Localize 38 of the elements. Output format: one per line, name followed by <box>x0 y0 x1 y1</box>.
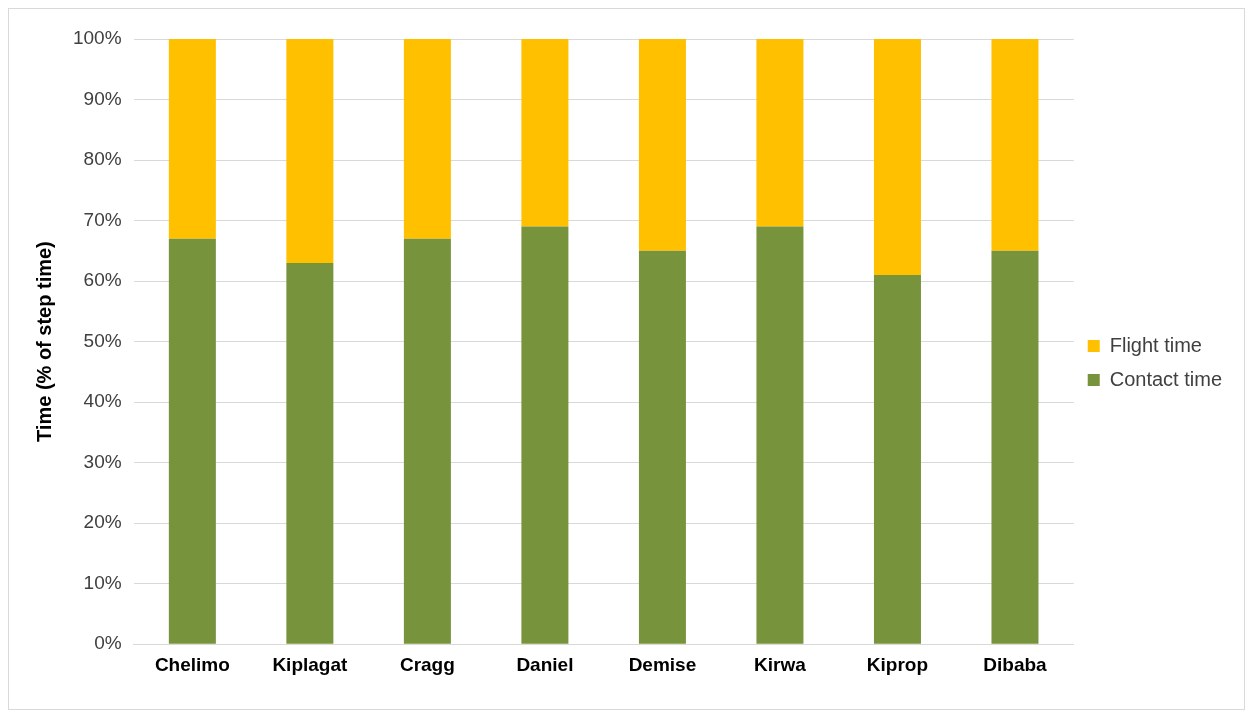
bar <box>638 250 686 644</box>
y-tick-label: 90% <box>83 87 122 109</box>
bar <box>873 39 921 276</box>
legend-label: Contact time <box>1109 367 1222 390</box>
y-tick-label: 0% <box>94 632 122 654</box>
x-tick-label: Daniel <box>516 653 574 675</box>
bar <box>638 39 686 251</box>
bar <box>403 39 451 239</box>
y-tick-label: 20% <box>83 511 122 533</box>
y-tick-label: 10% <box>83 571 122 593</box>
x-tick-label: Kiprop <box>866 653 929 675</box>
x-tick-label: Cragg <box>399 653 455 675</box>
bar <box>168 39 216 239</box>
y-tick-label: 40% <box>83 390 122 412</box>
bar <box>991 250 1039 644</box>
bar <box>521 226 569 644</box>
x-tick-label: Kiplagat <box>272 653 349 675</box>
y-tick-label: 100% <box>72 27 122 49</box>
bar <box>756 226 804 644</box>
bar <box>873 275 921 644</box>
bar <box>286 39 334 263</box>
y-tick-label: 50% <box>83 329 122 351</box>
x-tick-label: Kirwa <box>754 653 807 675</box>
y-tick-label: 80% <box>83 148 122 170</box>
bar <box>756 39 804 227</box>
bar <box>991 39 1039 251</box>
x-tick-label: Demise <box>628 653 697 675</box>
bar <box>168 238 216 644</box>
y-axis-title: Time (% of step time) <box>32 241 55 442</box>
legend-label: Flight time <box>1109 333 1202 356</box>
bar <box>521 39 569 227</box>
bar <box>286 262 334 644</box>
bar <box>403 238 451 644</box>
x-tick-label: Dibaba <box>983 653 1048 675</box>
y-tick-label: 60% <box>83 269 122 291</box>
y-tick-label: 70% <box>83 208 122 230</box>
y-tick-label: 30% <box>83 450 122 472</box>
x-tick-label: Chelimo <box>154 653 230 675</box>
